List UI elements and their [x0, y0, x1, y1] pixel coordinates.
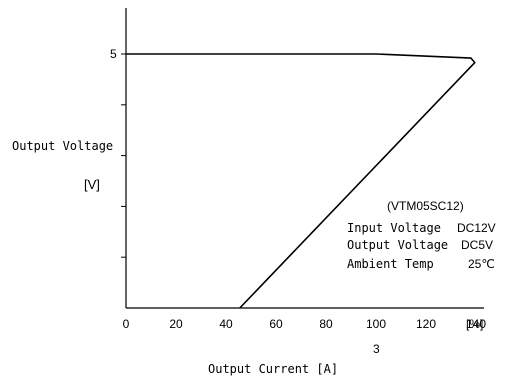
- x-axis-title: Output Current [A]: [208, 362, 338, 376]
- x-tick-label: 20: [169, 317, 183, 331]
- annotation-box: (VTM05SC12) Input Voltage DC12V Output V…: [347, 199, 496, 271]
- annotation-output-voltage-label: Output Voltage: [347, 238, 448, 252]
- x-axis-unit: [%]: [466, 317, 483, 331]
- series-group: [126, 53, 476, 309]
- annotation-input-voltage-label: Input Voltage: [347, 221, 441, 235]
- series-line: [126, 53, 476, 309]
- y-axis-ticks: [121, 53, 126, 258]
- annotation-ambient-temp-value: 25℃: [468, 257, 495, 271]
- y-axis-unit: [V]: [84, 177, 100, 192]
- x-tick-label: 0: [123, 317, 130, 331]
- x-axis-secondary-tick-label: 3: [373, 342, 380, 356]
- y-axis-title: Output Voltage: [12, 139, 113, 153]
- x-tick-label: 40: [219, 317, 233, 331]
- y-tick-label: 5: [110, 47, 117, 61]
- annotation-input-voltage-value: DC12V: [457, 221, 496, 235]
- annotation-output-voltage-value: DC5V: [461, 238, 493, 252]
- x-tick-label: 120: [416, 317, 436, 331]
- x-axis-tick-labels: 0 20 40 60 80 100 120 140: [123, 317, 487, 331]
- x-tick-label: 140: [466, 317, 486, 331]
- annotation-model: (VTM05SC12): [387, 199, 464, 213]
- x-tick-label: 100: [366, 317, 386, 331]
- x-tick-label: 60: [269, 317, 283, 331]
- annotation-ambient-temp-label: Ambient Temp: [347, 257, 434, 271]
- x-tick-label: 80: [319, 317, 333, 331]
- y-axis-tick-labels: 5: [110, 47, 117, 61]
